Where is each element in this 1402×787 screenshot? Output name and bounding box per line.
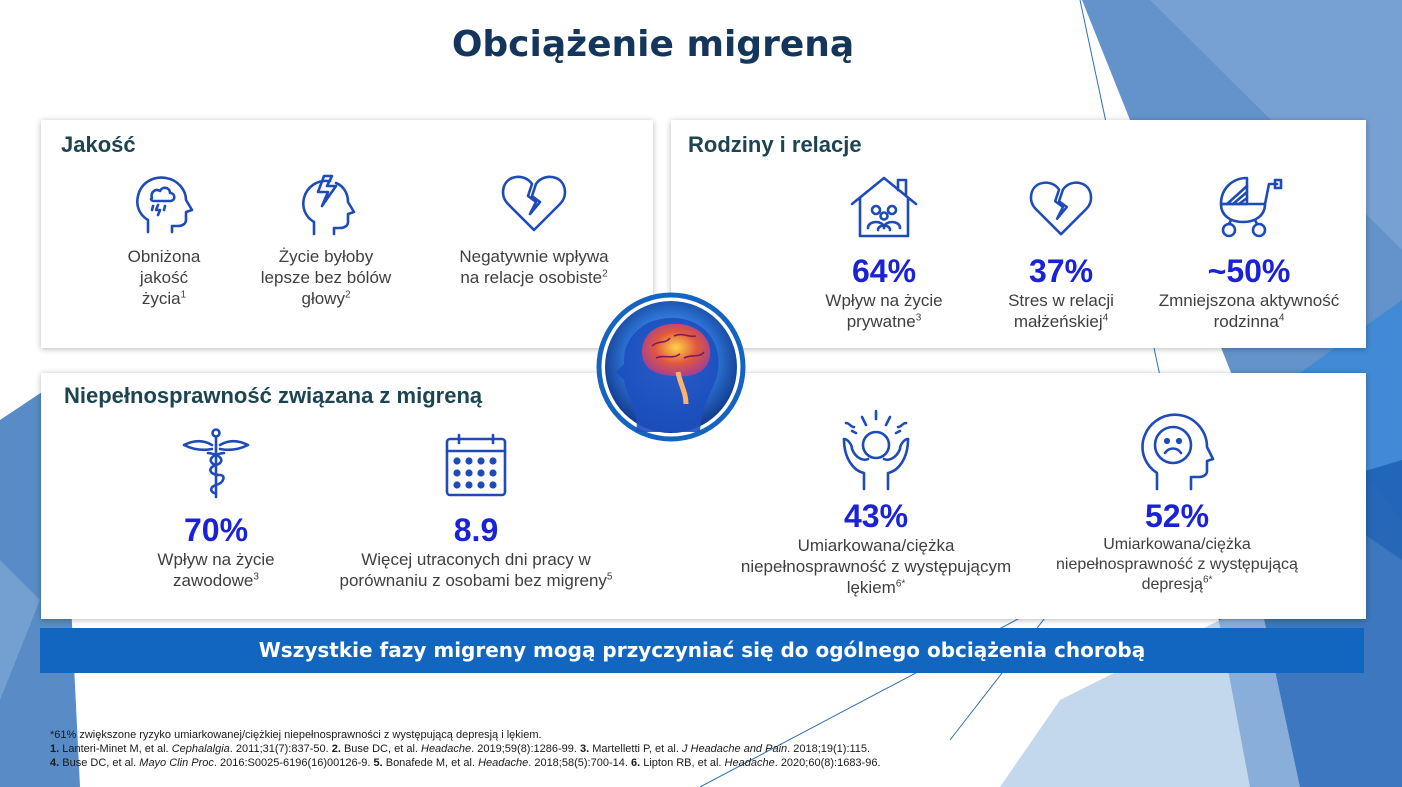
footnotes: *61% zwiększone ryzyko umiarkowanej/cięż… bbox=[50, 728, 1050, 770]
stroller-icon bbox=[1219, 176, 1283, 238]
ref-authors: Buse DC, et al. bbox=[340, 743, 421, 755]
family-item-line: rodzinna bbox=[1213, 312, 1279, 331]
reference-mark: 1 bbox=[180, 289, 187, 301]
quality-item-line: jakość bbox=[139, 268, 189, 287]
footnote-refs-line-1: 1. Lanteri-Minet M, et al. Cephalalgia. … bbox=[50, 742, 1050, 756]
family-item-marriage: 37% Stres w relacji małżeńskiej4 bbox=[981, 176, 1141, 332]
disability-item-depression: 52% Umiarkowana/ciężka niepełnosprawność… bbox=[1041, 409, 1313, 595]
ref-number: 2. bbox=[331, 743, 341, 755]
ref-journal: Mayo Clin Proc bbox=[139, 757, 214, 769]
reference-mark: 6* bbox=[895, 578, 906, 590]
family-stat: ~50% bbox=[1207, 253, 1291, 289]
reference-mark: 4 bbox=[1102, 312, 1109, 324]
reference-mark: 2 bbox=[344, 289, 351, 301]
disability-item-line: depresją bbox=[1141, 576, 1203, 593]
ref-journal: Headache bbox=[724, 757, 775, 769]
ref-details: . 2011;31(7):837-50. bbox=[229, 743, 332, 755]
family-item-line: Stres w relacji bbox=[1008, 291, 1114, 310]
ref-details: . 2020;60(8):1683-96. bbox=[774, 757, 881, 769]
brain-illustration bbox=[596, 292, 746, 442]
quality-item-line: Negatywnie wpływa bbox=[459, 247, 609, 266]
ref-journal: Headache bbox=[421, 743, 472, 755]
quality-item-line: lepsze bez bólów bbox=[260, 268, 392, 287]
ref-details: . 2018;19(1):115. bbox=[787, 743, 871, 755]
ref-authors: Lanteri-Minet M, et al. bbox=[59, 743, 172, 755]
ref-authors: Martelletti P, et al. bbox=[589, 743, 682, 755]
family-item-line: prywatne bbox=[846, 312, 916, 331]
house-family-icon bbox=[850, 176, 918, 238]
ref-number: 1. bbox=[50, 743, 60, 755]
footnote-star: *61% zwiększone ryzyko umiarkowanej/cięż… bbox=[50, 729, 542, 741]
disability-item-line: Więcej utraconych dni pracy w bbox=[361, 550, 591, 569]
disability-item-workdays: 8.9 Więcej utraconych dni pracy w porówn… bbox=[326, 431, 626, 591]
family-item-activity: ~50% Zmniejszona aktywność rodzinna4 bbox=[1149, 172, 1349, 332]
quality-item-line: głowy bbox=[301, 289, 345, 308]
quality-panel-title: Jakość bbox=[61, 132, 136, 157]
sad-head-icon bbox=[1141, 413, 1215, 491]
summary-banner: Wszystkie fazy migreny mogą przyczyniać … bbox=[40, 628, 1364, 673]
disability-panel-title: Niepełnosprawność związana z migreną bbox=[64, 383, 483, 408]
quality-item-headache: Życie byłoby lepsze bez bólów głowy2 bbox=[241, 170, 411, 309]
quality-item-line: Obniżona bbox=[127, 247, 201, 266]
ref-journal: J Headache and Pain bbox=[681, 743, 788, 755]
quality-item-line: Życie byłoby bbox=[278, 247, 374, 266]
quality-panel: Jakość Obniżona jakość życia1 Życie było… bbox=[41, 120, 653, 348]
ref-journal: Cephalalgia bbox=[171, 743, 230, 755]
head-storm-icon bbox=[136, 176, 194, 234]
family-item-line: Wpływ na życie bbox=[825, 291, 943, 310]
ref-number: 3. bbox=[580, 743, 590, 755]
reference-mark: 6* bbox=[1202, 574, 1213, 586]
disability-item-line: zawodowe bbox=[173, 571, 254, 590]
family-panel-title: Rodziny i relacje bbox=[688, 132, 862, 157]
footnote-refs-line-2: 4. Buse DC, et al. Mayo Clin Proc. 2016:… bbox=[50, 756, 1050, 770]
disability-stat: 8.9 bbox=[453, 512, 499, 548]
family-stat: 64% bbox=[851, 253, 917, 289]
disability-item-line: Wpływ na życie bbox=[157, 550, 275, 569]
reference-mark: 3 bbox=[915, 312, 922, 324]
reference-mark: 2 bbox=[602, 268, 608, 280]
ref-details: . 2018;58(5):700-14. bbox=[528, 757, 631, 769]
head-lightning-icon bbox=[302, 174, 356, 236]
ref-authors: Bonafede M, et al. bbox=[382, 757, 479, 769]
ref-number: 4. bbox=[50, 757, 60, 769]
calendar-icon bbox=[445, 433, 507, 497]
disability-item-anxiety: 43% Umiarkowana/ciężka niepełnosprawność… bbox=[721, 409, 1031, 598]
quality-item-life: Obniżona jakość życia1 bbox=[99, 170, 229, 309]
anxious-person-icon bbox=[842, 409, 910, 491]
disability-item-line: Umiarkowana/ciężka bbox=[797, 536, 955, 555]
family-item-line: Zmniejszona aktywność bbox=[1158, 291, 1340, 310]
family-panel: Rodziny i relacje 64% Wpływ na życie pry… bbox=[671, 120, 1366, 348]
ref-authors: Lipton RB, et al. bbox=[640, 757, 725, 769]
disability-stat: 52% bbox=[1144, 498, 1210, 534]
ref-details: . 2019;59(8):1286-99. bbox=[471, 743, 581, 755]
reference-mark: 5 bbox=[606, 571, 613, 583]
disability-item-line: lękiem bbox=[846, 578, 896, 597]
reference-mark: 3 bbox=[253, 571, 259, 583]
quality-item-line: na relacje osobiste bbox=[460, 268, 603, 287]
quality-item-relations: Negatywnie wpływa na relacje osobiste2 bbox=[429, 170, 639, 288]
disability-item-work: 70% Wpływ na życie zawodowe3 bbox=[131, 427, 301, 591]
broken-heart-icon bbox=[1029, 181, 1093, 236]
disability-stat: 43% bbox=[843, 498, 909, 534]
broken-heart-icon bbox=[501, 175, 567, 232]
family-item-private: 64% Wpływ na życie prywatne3 bbox=[799, 172, 969, 332]
disability-item-line: niepełnosprawność z występującą bbox=[1056, 556, 1298, 573]
ref-number: 5. bbox=[373, 757, 383, 769]
family-item-line: małżeńskiej bbox=[1013, 312, 1103, 331]
disability-item-line: niepełnosprawność z występującym bbox=[740, 557, 1012, 576]
disability-item-line: Umiarkowana/ciężka bbox=[1103, 536, 1251, 553]
disability-item-line: porównaniu z osobami bez migreny bbox=[339, 571, 607, 590]
disability-stat: 70% bbox=[183, 512, 249, 548]
quality-item-line: życia bbox=[141, 289, 181, 308]
caduceus-icon bbox=[182, 428, 250, 499]
ref-number: 6. bbox=[630, 757, 641, 769]
reference-mark: 4 bbox=[1278, 312, 1285, 324]
ref-details: . 2016:S0025-6196(16)00126-9. bbox=[213, 757, 374, 769]
page-title: Obciążenie migreną bbox=[451, 24, 855, 65]
ref-journal: Headache bbox=[478, 757, 529, 769]
ref-authors: Buse DC, et al. bbox=[59, 757, 140, 769]
family-stat: 37% bbox=[1028, 253, 1094, 289]
